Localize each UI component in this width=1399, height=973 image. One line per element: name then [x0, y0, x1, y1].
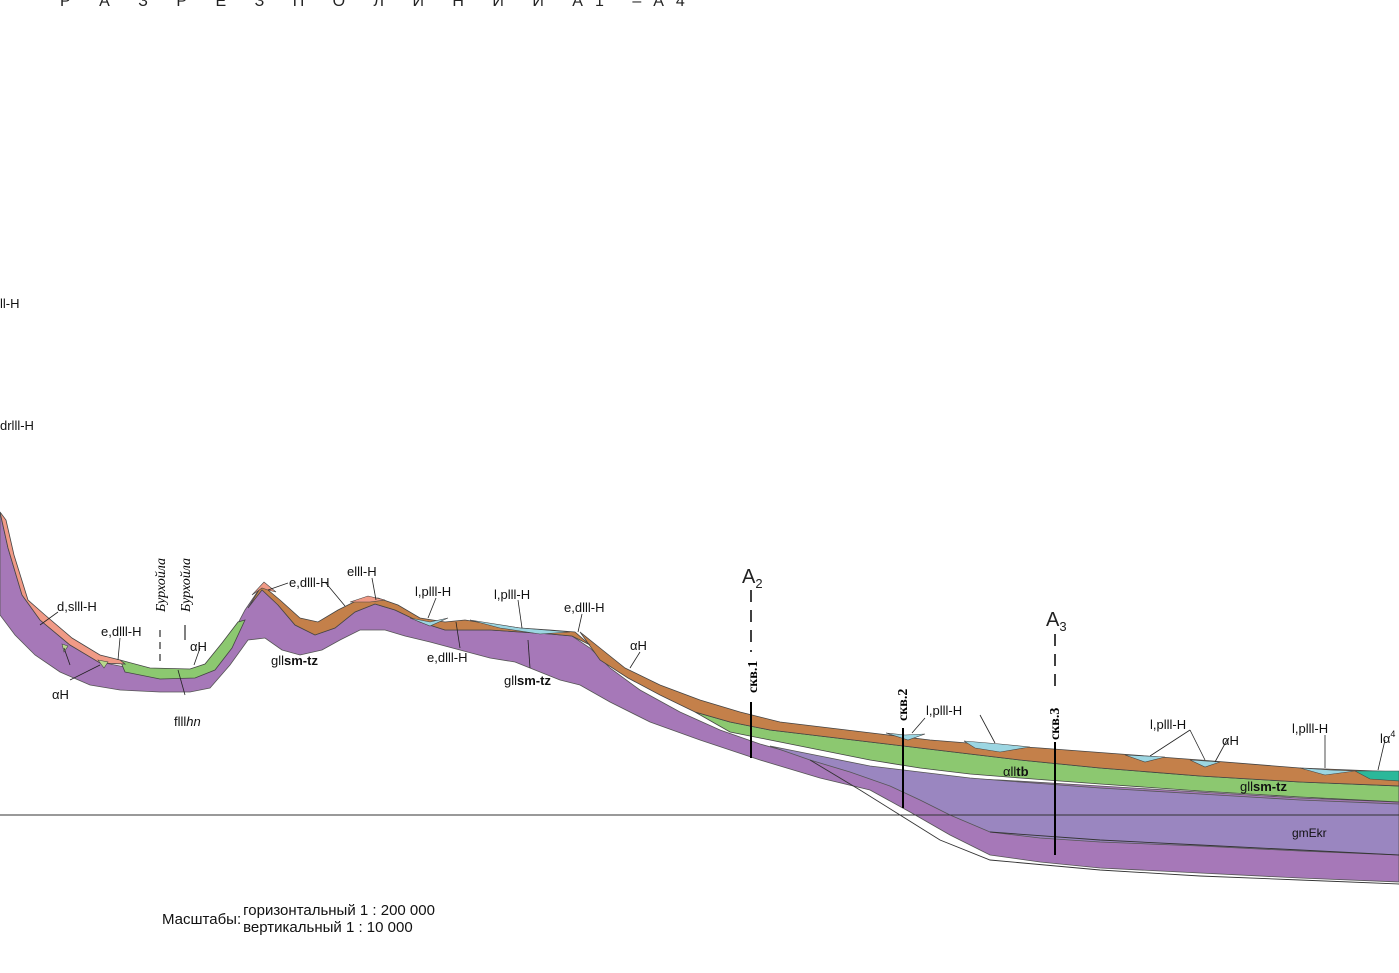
label-aH-1: αH: [52, 687, 69, 702]
scale-vertical: вертикальный 1 : 10 000: [243, 919, 413, 936]
layer-green-river: [119, 619, 246, 680]
layer-brown-hills: [247, 584, 591, 646]
label-eIII: elll-H: [347, 564, 377, 579]
label-ed-3: e,dlll-H: [427, 650, 467, 665]
scale-values: горизонтальный 1 : 200 000 вертикальный …: [243, 902, 435, 936]
label-gII-3: gllsm-tz: [1240, 779, 1287, 794]
label-lp-1: l,plll-H: [415, 584, 451, 599]
scale-label: Масштабы:: [162, 910, 242, 928]
label-gII-1: gllsm-tz: [271, 653, 318, 668]
layer-pink-hill-2: [349, 595, 386, 603]
river-label-2: Бурхойла: [179, 558, 194, 613]
label-gII-2: gllsm-tz: [504, 673, 551, 688]
lens-lightgreen-1: [97, 659, 109, 669]
label-ed-1: e,dlll-H: [101, 624, 141, 639]
label-gmEkr: gmEkr: [1292, 826, 1327, 840]
point-a3: А3: [1046, 609, 1067, 634]
lens-teal: [1354, 770, 1399, 782]
layer-violet: [769, 745, 1399, 856]
lens-cyan-1: [409, 617, 449, 627]
lens-cyan-5: [1124, 754, 1166, 763]
scale-horizontal: горизонтальный 1 : 200 000: [243, 902, 435, 919]
left-label-1: ll-H: [0, 296, 20, 311]
lens-cyan-3: [885, 732, 926, 741]
lens-cyan-2: [469, 619, 571, 635]
lens-lightgreen-2: [61, 643, 69, 653]
label-ed-4: e,dlll-H: [564, 600, 604, 615]
scale-block: Масштабы: горизонтальный 1 : 200 000 вер…: [162, 902, 435, 936]
label-d-s: d,slll-H: [57, 599, 97, 614]
left-label-2: drlll-H: [0, 418, 34, 433]
contact-lines: [809, 759, 1399, 885]
label-la4: lα4: [1380, 729, 1395, 746]
label-aH-3: αH: [630, 638, 647, 653]
label-fIII: flllhn: [174, 714, 201, 729]
well-2-label: скв.2: [896, 689, 911, 721]
label-aH-4: αH: [1222, 733, 1239, 748]
leader-lines: [39, 577, 1386, 771]
lens-cyan-4: [963, 740, 1031, 753]
river-label-1: Бурхойла: [154, 558, 169, 613]
lens-cyan-6: [1189, 759, 1221, 768]
label-lp-2: l,plll-H: [494, 587, 530, 602]
well-3-label: скв.3: [1048, 708, 1063, 740]
label-ed-2: e,dlll-H: [289, 575, 329, 590]
point-a2: А2: [742, 566, 763, 591]
layer-pink-left: [0, 511, 127, 665]
label-aIItb: αlltb: [1003, 764, 1029, 779]
label-lp-3: l,plll-H: [926, 703, 962, 718]
section-title: Р А З Р Е З П О Л И Н И И А1 –А4: [60, 0, 697, 10]
label-aH-2: αH: [190, 639, 207, 654]
label-lp-4: l,plll-H: [1150, 717, 1186, 732]
well-1-label: скв.1: [746, 661, 761, 693]
label-lp-5: l,plll-H: [1292, 721, 1328, 736]
layer-pink-hill: [251, 581, 277, 596]
